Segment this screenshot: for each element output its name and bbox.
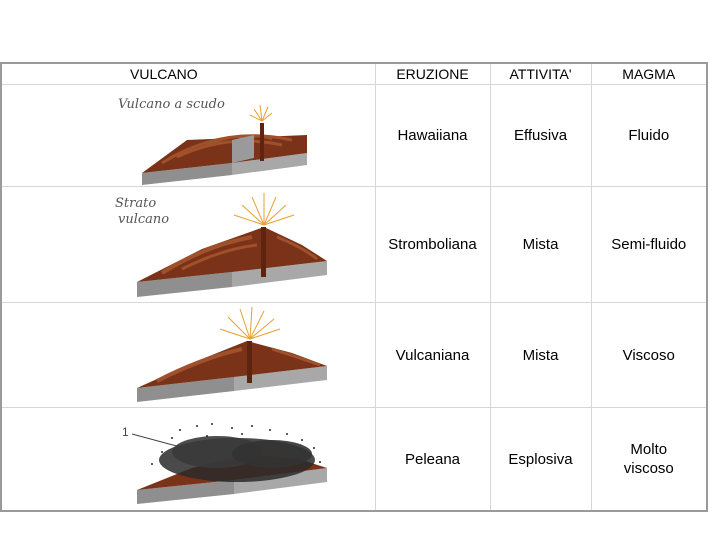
shield-volcano-drawing: Vulcano a scudo xyxy=(118,97,307,185)
cell-eruzione-4: Peleana xyxy=(374,407,491,512)
lava-layer xyxy=(160,235,253,275)
cutaway-wall xyxy=(232,135,254,163)
lava-ridge xyxy=(201,134,273,148)
cell-attivita-1: Effusiva xyxy=(489,84,592,187)
header-row: VULCANO ERUZIONE ATTIVITA' MAGMA xyxy=(0,62,708,85)
slab-front xyxy=(137,272,232,297)
slab-front xyxy=(142,163,232,185)
header-attivita: ATTIVITA' xyxy=(489,62,592,85)
header-eruzione: ERUZIONE xyxy=(374,62,491,85)
slab-front xyxy=(137,480,234,504)
magma-conduit xyxy=(260,123,264,161)
magma-conduit xyxy=(261,227,266,277)
table-row: Vulcano a scudo Hawaiiana xyxy=(0,84,708,187)
cell-attivita-3: Mista xyxy=(489,302,592,408)
cell-attivita-2: Mista xyxy=(489,186,592,303)
header-magma: MAGMA xyxy=(590,62,708,85)
header-vulcano: VULCANO xyxy=(0,62,376,85)
table-row: Vulcaniana Mista Viscoso xyxy=(0,302,708,408)
eruption-spray xyxy=(233,193,295,226)
table-row: Strato vulcano Stromboliana Mista Semi-f… xyxy=(0,186,708,303)
lava-layer xyxy=(156,347,243,383)
volcano-table: VULCANO ERUZIONE ATTIVITA' MAGMA Vulcano… xyxy=(0,62,708,512)
cell-magma-4: Molto viscoso xyxy=(590,407,708,512)
slab-side xyxy=(232,153,307,175)
callout-number: 1 xyxy=(122,425,129,439)
strato-volcano-illustration: Strato vulcano xyxy=(0,186,376,303)
callout-line xyxy=(131,433,185,449)
cell-eruzione-3: Vulcaniana xyxy=(374,302,491,408)
shield-volcano-illustration: Vulcano a scudo xyxy=(0,84,376,187)
cell-attivita-4: Esplosiva xyxy=(489,407,592,512)
ash-cloud xyxy=(232,440,312,468)
strato-volcano-drawing: Strato vulcano xyxy=(115,193,327,297)
lava-ridge xyxy=(161,134,293,165)
lava-ridge xyxy=(176,139,283,159)
caption-strato: Strato xyxy=(115,196,156,211)
caption-vulcano-a-scudo: Vulcano a scudo xyxy=(118,97,225,112)
ash-particles xyxy=(151,423,321,465)
lava-layer xyxy=(271,347,321,367)
lava-layer xyxy=(181,243,258,271)
vulcanian-volcano-illustration xyxy=(0,302,376,408)
slab-side xyxy=(234,468,327,494)
pelean-volcano-illustration: 1 xyxy=(0,407,376,512)
pelean-volcano-drawing: 1 xyxy=(122,423,327,504)
volcano-surface xyxy=(142,135,307,173)
slab-front xyxy=(137,377,234,402)
lava-layer xyxy=(276,235,318,261)
magma-line-2: viscoso xyxy=(623,460,674,477)
cell-eruzione-2: Stromboliana xyxy=(374,186,491,303)
vulcanian-volcano-drawing xyxy=(137,306,327,402)
table-row: 1 Peleana Esplosiva Molto v xyxy=(0,407,708,512)
cell-magma-1: Fluido xyxy=(590,84,708,187)
slab-side xyxy=(232,261,327,287)
caption-vulcano: vulcano xyxy=(118,212,169,227)
cell-magma-3: Viscoso xyxy=(590,302,708,408)
magma-conduit xyxy=(247,341,252,383)
cell-eruzione-1: Hawaiiana xyxy=(374,84,491,187)
magma-line-1: Molto xyxy=(630,441,668,458)
eruption-spray xyxy=(219,306,281,340)
lava-fountain xyxy=(249,104,273,122)
slab-side xyxy=(234,366,327,391)
cell-magma-2: Semi-fluido xyxy=(590,186,708,303)
